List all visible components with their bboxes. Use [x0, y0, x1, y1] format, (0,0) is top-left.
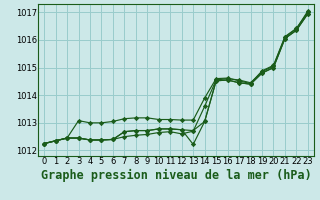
X-axis label: Graphe pression niveau de la mer (hPa): Graphe pression niveau de la mer (hPa)	[41, 169, 311, 182]
